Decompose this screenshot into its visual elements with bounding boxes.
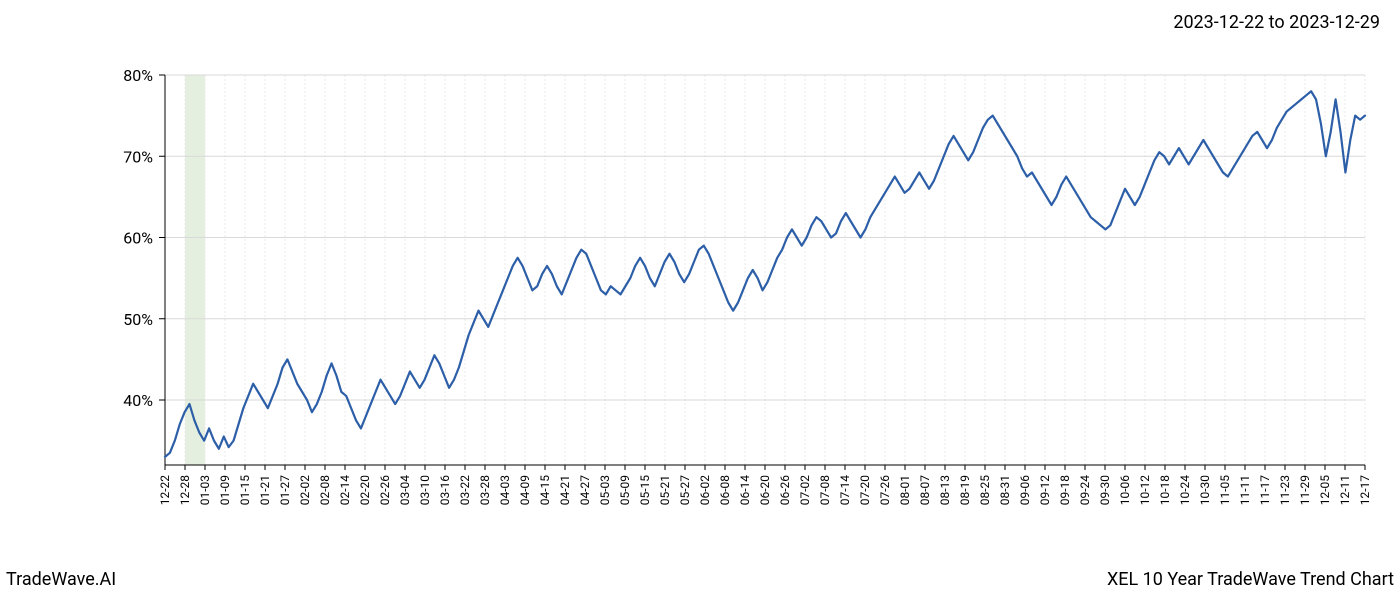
svg-text:03-10: 03-10 — [418, 475, 432, 506]
svg-text:01-27: 01-27 — [278, 475, 292, 506]
svg-text:02-08: 02-08 — [318, 475, 332, 506]
svg-text:06-02: 06-02 — [698, 475, 712, 506]
svg-text:03-22: 03-22 — [458, 475, 472, 506]
svg-text:02-14: 02-14 — [338, 475, 352, 506]
svg-text:07-26: 07-26 — [878, 475, 892, 506]
svg-text:05-15: 05-15 — [638, 475, 652, 506]
svg-text:07-20: 07-20 — [858, 475, 872, 506]
svg-text:10-18: 10-18 — [1158, 475, 1172, 506]
svg-text:70%: 70% — [123, 147, 153, 166]
svg-text:08-07: 08-07 — [918, 475, 932, 506]
trend-chart: 40% 50% 60% 70% 80% 12-22 12-28 01-03 01-09 01-15… — [0, 50, 1400, 560]
svg-text:07-02: 07-02 — [798, 475, 812, 506]
svg-text:10-06: 10-06 — [1118, 475, 1132, 506]
date-range-label: 2023-12-22 to 2023-12-29 — [1173, 12, 1380, 33]
svg-text:08-01: 08-01 — [898, 475, 912, 505]
svg-text:05-27: 05-27 — [678, 475, 692, 506]
svg-text:04-15: 04-15 — [538, 475, 552, 506]
svg-text:11-29: 11-29 — [1298, 475, 1312, 505]
svg-text:04-21: 04-21 — [558, 475, 572, 505]
svg-text:11-17: 11-17 — [1258, 475, 1272, 506]
svg-text:10-30: 10-30 — [1198, 475, 1212, 506]
svg-text:12-17: 12-17 — [1358, 475, 1372, 506]
svg-text:12-05: 12-05 — [1318, 475, 1332, 506]
svg-text:09-06: 09-06 — [1018, 475, 1032, 506]
svg-text:07-14: 07-14 — [838, 475, 852, 506]
svg-text:09-18: 09-18 — [1058, 475, 1072, 506]
svg-text:02-02: 02-02 — [298, 475, 312, 506]
svg-text:07-08: 07-08 — [818, 475, 832, 506]
svg-text:12-28: 12-28 — [178, 475, 192, 506]
svg-text:01-21: 01-21 — [258, 475, 272, 505]
svg-text:05-03: 05-03 — [598, 475, 612, 505]
svg-text:09-30: 09-30 — [1098, 475, 1112, 506]
svg-text:01-09: 01-09 — [218, 475, 232, 505]
svg-text:05-21: 05-21 — [658, 475, 672, 505]
svg-text:08-31: 08-31 — [998, 475, 1012, 505]
svg-text:04-27: 04-27 — [578, 475, 592, 506]
svg-text:12-11: 12-11 — [1338, 475, 1352, 505]
svg-text:10-24: 10-24 — [1178, 475, 1192, 506]
svg-text:06-14: 06-14 — [738, 475, 752, 506]
svg-text:40%: 40% — [123, 391, 153, 410]
svg-text:08-25: 08-25 — [978, 475, 992, 506]
footer-brand: TradeWave.AI — [6, 569, 116, 590]
svg-text:01-15: 01-15 — [238, 475, 252, 506]
svg-text:02-20: 02-20 — [358, 475, 372, 506]
svg-text:11-11: 11-11 — [1238, 475, 1252, 505]
chart-svg: 40% 50% 60% 70% 80% 12-22 12-28 01-03 01-09 01-15… — [0, 50, 1400, 560]
svg-text:11-23: 11-23 — [1278, 475, 1292, 505]
svg-text:08-13: 08-13 — [938, 475, 952, 505]
svg-text:12-22: 12-22 — [158, 475, 172, 506]
svg-text:04-09: 04-09 — [518, 475, 532, 505]
svg-text:09-24: 09-24 — [1078, 475, 1092, 506]
svg-text:11-05: 11-05 — [1218, 475, 1232, 506]
svg-text:06-20: 06-20 — [758, 475, 772, 506]
svg-text:01-03: 01-03 — [198, 475, 212, 505]
svg-text:60%: 60% — [123, 229, 153, 248]
svg-text:08-19: 08-19 — [958, 475, 972, 505]
svg-text:03-28: 03-28 — [478, 475, 492, 506]
svg-text:06-08: 06-08 — [718, 475, 732, 506]
svg-text:06-26: 06-26 — [778, 475, 792, 506]
svg-text:50%: 50% — [123, 310, 153, 329]
svg-text:02-26: 02-26 — [378, 475, 392, 506]
svg-text:04-03: 04-03 — [498, 475, 512, 505]
svg-text:09-12: 09-12 — [1038, 475, 1052, 506]
svg-text:10-12: 10-12 — [1138, 475, 1152, 506]
svg-text:03-04: 03-04 — [398, 475, 412, 506]
svg-text:80%: 80% — [123, 66, 153, 85]
svg-text:03-16: 03-16 — [438, 475, 452, 506]
chart-title: XEL 10 Year TradeWave Trend Chart — [1107, 569, 1394, 590]
svg-text:05-09: 05-09 — [618, 475, 632, 505]
